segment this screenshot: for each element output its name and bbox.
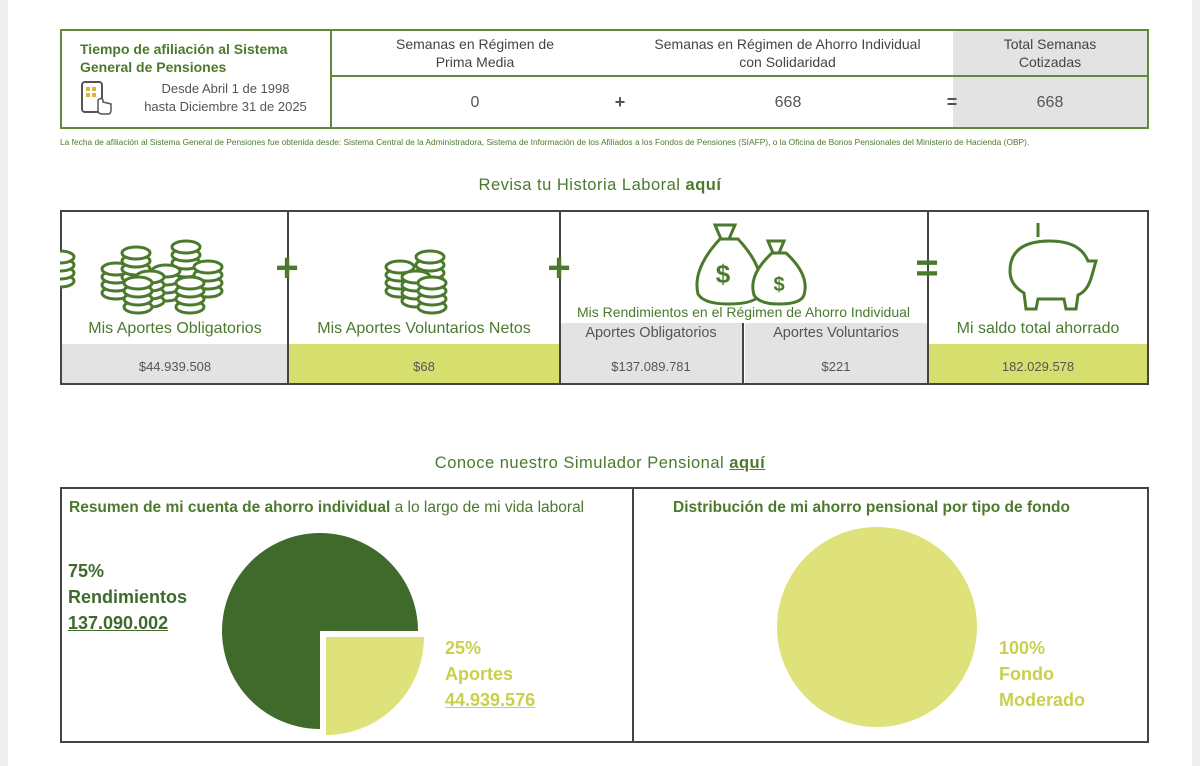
operator-text: =	[915, 246, 939, 290]
item-value: $137.089.781	[611, 359, 691, 374]
pie-value-label: 100%	[999, 638, 1046, 658]
pie-slice	[326, 637, 424, 735]
returns-title: Mis Rendimientos en el Régimen de Ahorro…	[576, 304, 911, 320]
value-cell	[745, 344, 927, 383]
item-label: Aportes Obligatorios	[585, 325, 717, 341]
pie-category: Rendimientos	[68, 587, 188, 607]
pie-amount: 44.939.576	[445, 690, 536, 710]
divider	[287, 211, 289, 384]
item-value: $68	[413, 359, 435, 374]
note: La fecha de afiliación al Sistema Genera…	[60, 137, 1030, 147]
phone-icon	[81, 81, 112, 115]
chart-title-line: Resumen de mi cuenta de ahorro individua…	[69, 499, 584, 517]
value-cell	[289, 344, 559, 383]
operator-text: +	[275, 246, 299, 290]
item-label: Mis Aportes Voluntarios Netos	[317, 320, 531, 337]
divider	[330, 30, 332, 128]
period-from: Desde Abril 1 de 1998	[161, 81, 290, 96]
pie-slice	[777, 527, 977, 727]
pie-slice	[222, 533, 418, 729]
item-value: $44.939.508	[138, 359, 212, 374]
operator-text: +	[547, 246, 571, 290]
dollar-sign: $	[773, 274, 784, 296]
pie-label-group: 25% Aportes 44.939.576	[445, 635, 535, 713]
history-link-line: Revisa tu Historia Laboral aquí	[300, 176, 900, 195]
column-header: Semanas en Régimen de Ahorro Individual …	[654, 36, 921, 70]
chart-title: Distribución de mi ahorro pensional por …	[673, 499, 1070, 516]
divider	[632, 488, 634, 742]
period-to: hasta Diciembre 31 de 2025	[144, 99, 307, 114]
chart-subtitle: a lo largo de mi vida laboral	[394, 499, 585, 516]
total-header-cell	[953, 31, 1147, 75]
dollar-sign: $	[716, 259, 731, 289]
divider	[559, 211, 561, 384]
weeks-value: 0	[470, 94, 480, 111]
weeks-value: 668	[1036, 94, 1064, 111]
operator-text: =	[946, 92, 958, 112]
value-cell	[560, 344, 742, 383]
operator: +	[539, 246, 579, 291]
history-link[interactable]: aquí	[685, 176, 722, 194]
operator: +	[605, 92, 635, 113]
pie-category: Fondo Moderado	[999, 664, 1086, 710]
divider	[331, 75, 1148, 77]
pie-amount: 137.090.002	[68, 613, 169, 633]
divider	[927, 211, 929, 384]
pie-label-group: 75% Rendimientos 137.090.002	[68, 558, 187, 636]
pie-value-label: 25%	[445, 638, 482, 658]
item-value: $221	[821, 359, 851, 374]
divider	[742, 323, 744, 384]
side-shade	[1192, 0, 1200, 766]
weeks-table	[60, 29, 1149, 129]
pie-category: Aportes	[445, 664, 514, 684]
column-header: Total Semanas Cotizadas	[1003, 36, 1097, 70]
operator: +	[267, 246, 307, 291]
item-label: Mis Aportes Obligatorios	[88, 320, 262, 337]
affiliation-title: Tiempo de afiliación al Sistema General …	[80, 41, 288, 75]
charts-box	[60, 487, 1149, 743]
simulator-text: Conoce nuestro Simulador Pensional	[434, 454, 725, 472]
value-cell	[929, 344, 1147, 383]
sub-header-cell	[560, 323, 742, 344]
chart-title: Resumen de mi cuenta de ahorro individua…	[69, 499, 391, 516]
weeks-value: 668	[774, 94, 802, 111]
operator-text: +	[614, 92, 626, 112]
pie-value-label: 75%	[68, 561, 105, 581]
operator: =	[937, 92, 967, 113]
item-label: Mi saldo total ahorrado	[956, 320, 1120, 337]
simulator-link[interactable]: aquí	[729, 454, 766, 472]
item-value: 182.029.578	[1001, 359, 1075, 374]
column-header: Semanas en Régimen de Prima Media	[396, 36, 554, 70]
savings-icons: $ $	[60, 223, 1098, 315]
operator: =	[907, 246, 947, 291]
side-shade	[0, 0, 8, 766]
pie-label-group: 100% Fondo Moderado	[999, 635, 1089, 713]
sub-header-cell	[745, 323, 927, 344]
total-value-cell	[953, 77, 1147, 127]
simulator-link-line: Conoce nuestro Simulador Pensional aquí	[300, 454, 900, 473]
history-text: Revisa tu Historia Laboral	[478, 176, 681, 194]
savings-table	[60, 210, 1149, 385]
item-label: Aportes Voluntarios	[773, 325, 899, 341]
value-cell	[62, 344, 288, 383]
